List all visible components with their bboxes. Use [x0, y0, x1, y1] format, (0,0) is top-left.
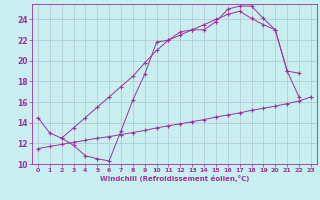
X-axis label: Windchill (Refroidissement éolien,°C): Windchill (Refroidissement éolien,°C) [100, 175, 249, 182]
